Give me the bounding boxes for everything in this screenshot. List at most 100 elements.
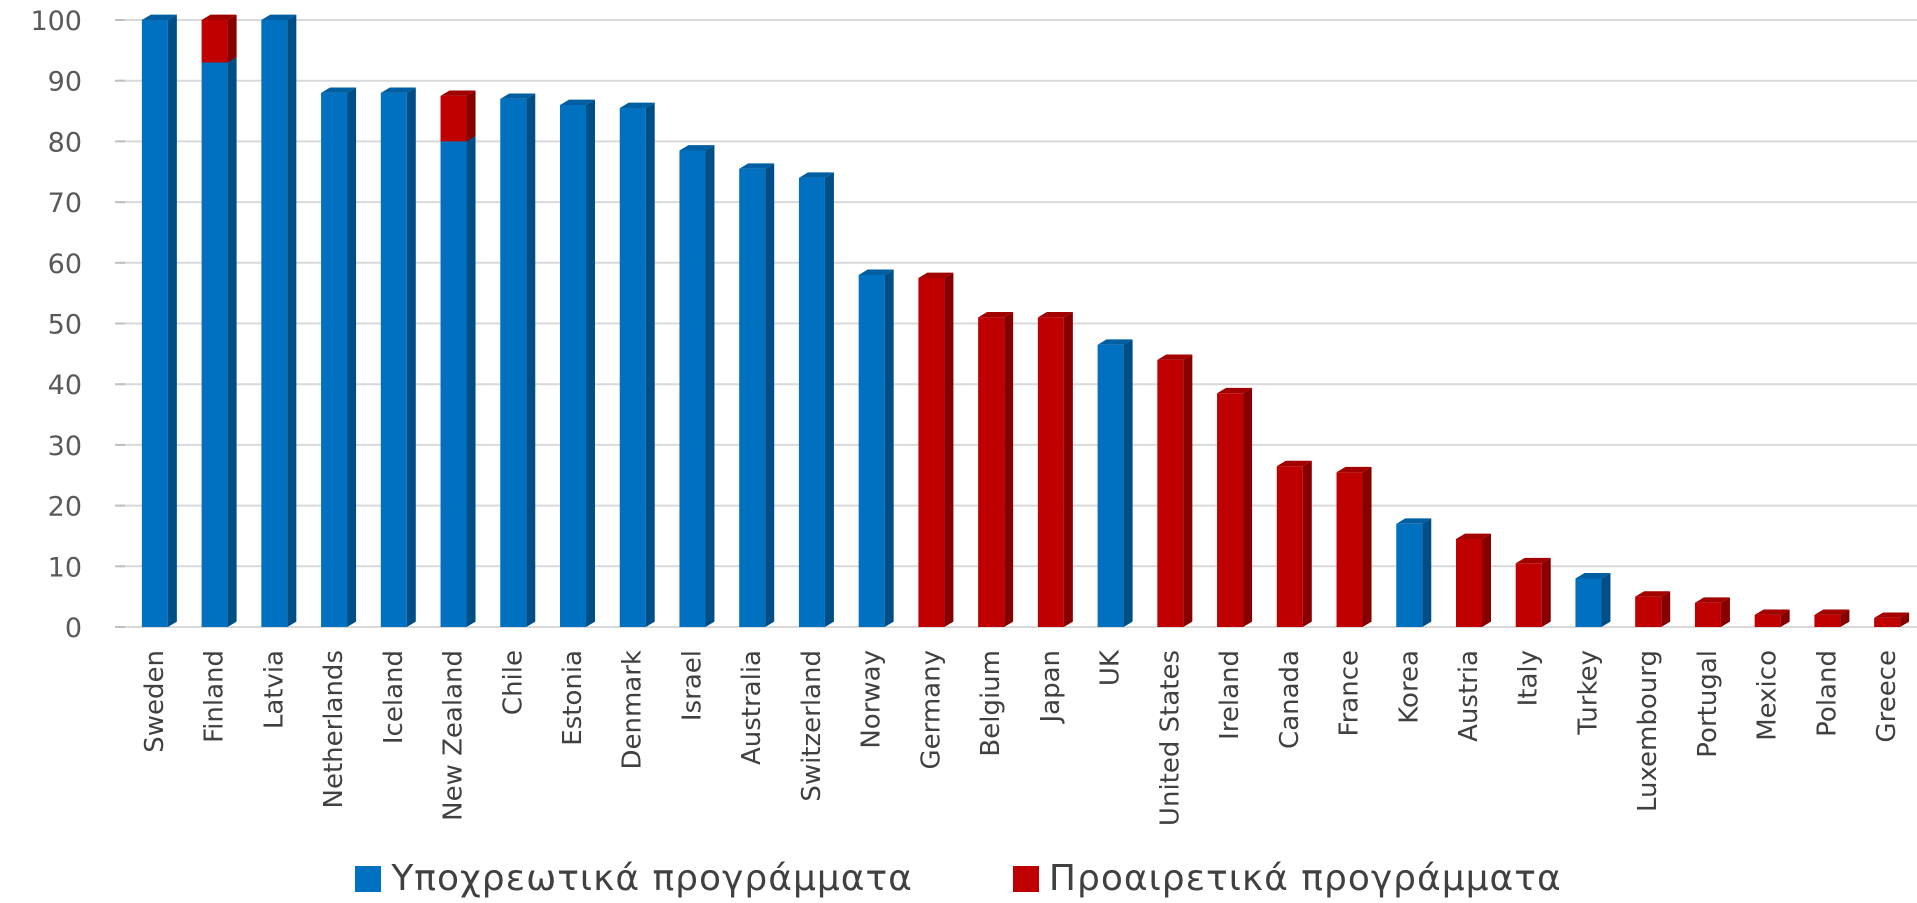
bar xyxy=(440,141,467,627)
y-tick-label: 100 xyxy=(30,6,82,37)
bar-side xyxy=(227,14,237,63)
legend-swatch-mandatory xyxy=(355,865,382,892)
bar-side xyxy=(227,57,237,627)
bar-side xyxy=(406,87,416,627)
bar xyxy=(321,92,348,628)
bar-top xyxy=(619,102,655,109)
bar-top xyxy=(380,87,416,93)
bar-top xyxy=(858,269,894,275)
y-tick-label: 30 xyxy=(48,431,82,462)
x-tick-label: Italy xyxy=(1514,650,1544,706)
x-tick-label: Greece xyxy=(1872,650,1902,743)
bar xyxy=(798,177,825,627)
bar xyxy=(858,274,885,627)
bar xyxy=(201,20,228,63)
bar-top xyxy=(978,312,1014,318)
bar xyxy=(560,104,586,628)
bar xyxy=(1336,472,1363,627)
bar-top xyxy=(798,172,834,178)
bar-side xyxy=(347,87,357,627)
bar-top xyxy=(261,14,297,20)
bar xyxy=(440,95,467,142)
bar-top xyxy=(1097,339,1133,345)
bar-top xyxy=(1037,312,1073,318)
bar-side xyxy=(1004,312,1014,627)
legend-swatch-optional xyxy=(1012,865,1039,892)
bar xyxy=(1874,617,1901,627)
y-tick-label: 20 xyxy=(48,492,82,523)
bar-top xyxy=(1456,533,1491,539)
bar-side xyxy=(586,99,595,627)
x-tick-label: Australia xyxy=(737,650,767,765)
legend-label-optional: Προαιρετικά προγράμματα xyxy=(1048,858,1562,899)
bar-side xyxy=(1362,466,1372,627)
bar xyxy=(380,92,407,628)
x-tick-label: Belgium xyxy=(976,650,1006,757)
bar xyxy=(918,277,945,627)
bar-side xyxy=(1780,609,1790,627)
legend-label-mandatory: Υποχρεωτικά προγράμματα xyxy=(391,858,913,899)
bar-side xyxy=(167,14,177,628)
x-tick-label: Luxembourg xyxy=(1633,650,1663,812)
bar xyxy=(978,317,1005,627)
bar-top xyxy=(500,93,536,99)
bar-side xyxy=(287,14,297,628)
x-tick-label: Korea xyxy=(1394,650,1424,724)
bar-top xyxy=(1515,557,1551,564)
bar-top xyxy=(1336,466,1372,473)
bar xyxy=(1694,602,1721,627)
legend-item-mandatory: Υποχρεωτικά προγράμματα xyxy=(355,858,913,899)
y-tick-label: 90 xyxy=(48,67,82,98)
x-tick-label: Iceland xyxy=(379,650,409,744)
bar-side xyxy=(1840,609,1850,627)
x-axis-labels: Sweden Finland Latvia Netherlands Iceland New… xyxy=(140,649,1902,826)
bar-side xyxy=(1063,312,1073,627)
bar-top xyxy=(1396,518,1432,524)
bar-top xyxy=(1814,609,1850,615)
bar xyxy=(1037,317,1064,627)
x-tick-label: Germany xyxy=(916,650,946,770)
y-tick-label: 50 xyxy=(48,310,82,341)
x-tick-label: Chile xyxy=(498,650,528,715)
bar-side xyxy=(705,145,715,628)
bar xyxy=(1754,614,1781,627)
x-tick-label: Poland xyxy=(1812,650,1842,737)
x-tick-label: Finland xyxy=(200,650,230,743)
x-tick-label: Mexico xyxy=(1753,650,1783,741)
bar-side xyxy=(1422,518,1432,627)
bar-top xyxy=(440,90,476,96)
bar-top xyxy=(201,14,237,20)
bar-side xyxy=(466,136,476,627)
bar-top xyxy=(739,163,775,169)
bar-side xyxy=(1720,597,1730,627)
y-tick-label: 80 xyxy=(48,127,82,158)
bar-top xyxy=(1575,573,1611,579)
bar-side xyxy=(765,163,775,627)
bar-side xyxy=(824,172,834,628)
gridlines xyxy=(115,19,1917,628)
x-tick-label: Japan xyxy=(1036,650,1066,725)
bar-top xyxy=(1694,597,1730,603)
bar-side xyxy=(1482,533,1491,627)
bar xyxy=(1097,344,1124,627)
bar-side xyxy=(1183,354,1193,627)
bar-top xyxy=(321,87,357,93)
x-tick-label: Denmark xyxy=(618,650,648,770)
bar xyxy=(1456,538,1482,627)
x-tick-label: Portugal xyxy=(1693,650,1723,758)
bar-chart-svg: 0 10 20 30 40 50 60 70 80 90 100 Sweden Finland Latv… xyxy=(30,6,1917,826)
bar-top xyxy=(1217,387,1253,394)
y-axis-ticks: 0 10 20 30 40 50 60 70 80 90 100 xyxy=(30,6,82,644)
bar-side xyxy=(944,272,954,627)
bar xyxy=(201,62,228,628)
x-tick-label: Turkey xyxy=(1573,650,1603,736)
y-tick-label: 10 xyxy=(48,552,82,583)
x-tick-label: Netherlands xyxy=(319,650,349,809)
x-tick-label: UK xyxy=(1096,649,1126,686)
bar-side xyxy=(526,93,536,627)
bar-side xyxy=(1900,612,1910,627)
bar-top xyxy=(1874,612,1910,618)
x-tick-label: Sweden xyxy=(140,650,170,753)
y-tick-label: 70 xyxy=(48,188,82,219)
